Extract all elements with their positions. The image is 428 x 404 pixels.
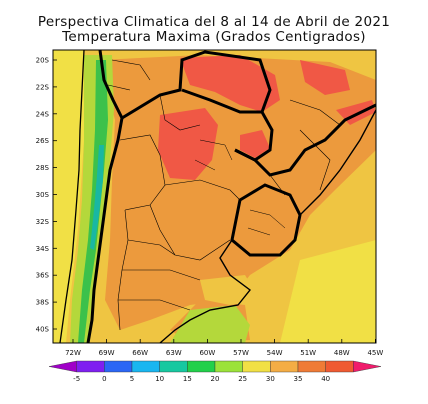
temp-band-25-30-light	[280, 240, 376, 343]
temp-band-patagonia-east	[200, 275, 260, 305]
colorbar-tick-label: 40	[321, 375, 330, 383]
colorbar-tick-label: -5	[73, 375, 80, 383]
map-subtitle: Temperatura Maxima (Grados Centigrados)	[62, 29, 366, 45]
map-frame	[52, 49, 377, 344]
colorbar-swatch	[76, 360, 105, 373]
latitude-axis: 20S 22S 24S 26S 28S 30S 32S 34S 36S 38S 40S	[36, 57, 57, 334]
lon-tick-label: 45W	[367, 349, 383, 357]
lat-tick-label: 28S	[36, 164, 50, 172]
lat-tick-label: 34S	[36, 245, 50, 253]
brazil-coastline	[299, 109, 376, 216]
lon-tick-label: 60W	[199, 349, 215, 357]
temp-band-35-40-misiones	[240, 130, 270, 158]
temp-band-patagonia	[170, 305, 250, 343]
colorbar-swatch	[159, 360, 188, 373]
temp-band-coast	[53, 50, 84, 343]
colorbar-swatch	[187, 360, 216, 373]
colorbar-tick-label: 10	[155, 375, 164, 383]
lon-tick-label: 48W	[334, 349, 350, 357]
colorbar-tick-label: 15	[183, 375, 192, 383]
colorbar-swatch	[353, 360, 382, 373]
colorbar-swatch	[242, 360, 271, 373]
temp-band-35-40-ne	[300, 60, 350, 95]
lat-tick-label: 26S	[36, 137, 50, 145]
temp-band-15-20	[78, 60, 108, 343]
lon-tick-label: 54W	[267, 349, 283, 357]
boundaries	[59, 50, 376, 343]
colorbar-tick-label: 0	[102, 375, 106, 383]
lat-tick-label: 32S	[36, 218, 50, 226]
temp-band-35-40-chaco	[158, 108, 218, 180]
lon-tick-label: 51W	[300, 349, 316, 357]
lat-tick-label: 30S	[36, 191, 50, 199]
uruguay-border	[230, 183, 302, 257]
map-title: Perspectiva Climatica del 8 al 14 de Abr…	[37, 14, 391, 30]
colorbar: -5 0 5 10 15 20 25 30 35 40	[48, 360, 382, 383]
lat-tick-label: 36S	[36, 272, 50, 280]
lat-tick-label: 24S	[36, 110, 50, 118]
colorbar-swatch	[131, 360, 160, 373]
lat-tick-label: 40S	[36, 326, 50, 334]
temp-band-35-40-north	[180, 55, 280, 112]
temperature-field	[53, 50, 376, 343]
colorbar-tick-label: 35	[294, 375, 303, 383]
andes-border	[86, 50, 124, 343]
colorbar-swatch	[214, 360, 243, 373]
lon-tick-label: 66W	[132, 349, 148, 357]
colorbar-swatch	[48, 360, 77, 373]
lon-tick-label: 72W	[65, 349, 81, 357]
lon-tick-label: 69W	[99, 349, 115, 357]
colorbar-tick-label: 25	[238, 375, 247, 383]
pacific-coastline	[59, 50, 85, 343]
colorbar-tick-label: 20	[211, 375, 220, 383]
argentina-brazil-border	[234, 103, 376, 177]
paraguay-border	[181, 88, 274, 162]
lat-tick-label: 38S	[36, 299, 50, 307]
lat-tick-label: 22S	[36, 83, 50, 91]
temp-band-10-15	[90, 145, 104, 250]
bolivia-border	[121, 50, 272, 120]
longitude-axis: 72W 69W 66W 63W 60W 57W 54W 51W 48W 45W	[65, 339, 383, 357]
colorbar-tick-label: 30	[266, 375, 275, 383]
atlantic-coastline	[159, 239, 251, 343]
lon-tick-label: 63W	[166, 349, 182, 357]
colorbar-tick-label: 5	[130, 375, 134, 383]
colorbar-swatch	[104, 360, 133, 373]
lon-tick-label: 57W	[233, 349, 249, 357]
colorbar-swatch	[270, 360, 299, 373]
lat-tick-label: 20S	[36, 57, 50, 65]
colorbar-swatch	[325, 360, 354, 373]
colorbar-swatch	[297, 360, 326, 373]
